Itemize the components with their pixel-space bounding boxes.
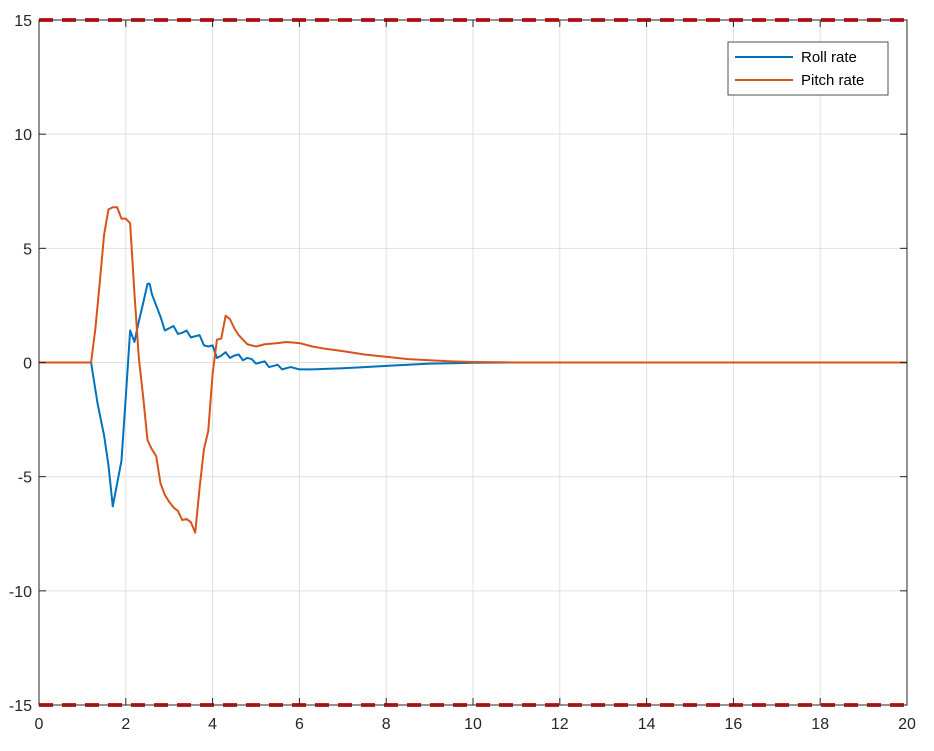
y-tick-label: 5 [23, 241, 32, 258]
legend: Roll rate Pitch rate [727, 41, 889, 96]
y-tick-label: 15 [14, 13, 32, 30]
x-tick-label: 10 [464, 716, 482, 733]
tick-labels: 0 2 4 6 8 10 12 14 16 18 20 -15 -10 -5 0 5 10 15 [9, 13, 916, 733]
y-tick-label: -10 [9, 584, 32, 601]
series-line-pitch-rate [39, 206, 907, 534]
legend-box [727, 41, 889, 96]
x-tick-label: 16 [725, 716, 743, 733]
x-tick-label: 18 [811, 716, 829, 733]
series-layer [39, 206, 907, 534]
legend-label-roll-rate: Roll rate [801, 49, 857, 66]
y-tick-label: 10 [14, 127, 32, 144]
legend-label-pitch-rate: Pitch rate [801, 72, 864, 89]
x-tick-label: 8 [382, 716, 391, 733]
x-tick-label: 4 [208, 716, 217, 733]
x-tick-label: 12 [551, 716, 569, 733]
x-tick-label: 14 [638, 716, 656, 733]
x-tick-label: 20 [898, 716, 916, 733]
y-tick-label: -5 [18, 470, 32, 487]
y-tick-label: -15 [9, 698, 32, 715]
y-tick-label: 0 [23, 356, 32, 373]
x-tick-label: 2 [121, 716, 130, 733]
x-tick-label: 6 [295, 716, 304, 733]
x-tick-label: 0 [35, 716, 44, 733]
tick-marks [38, 19, 908, 706]
